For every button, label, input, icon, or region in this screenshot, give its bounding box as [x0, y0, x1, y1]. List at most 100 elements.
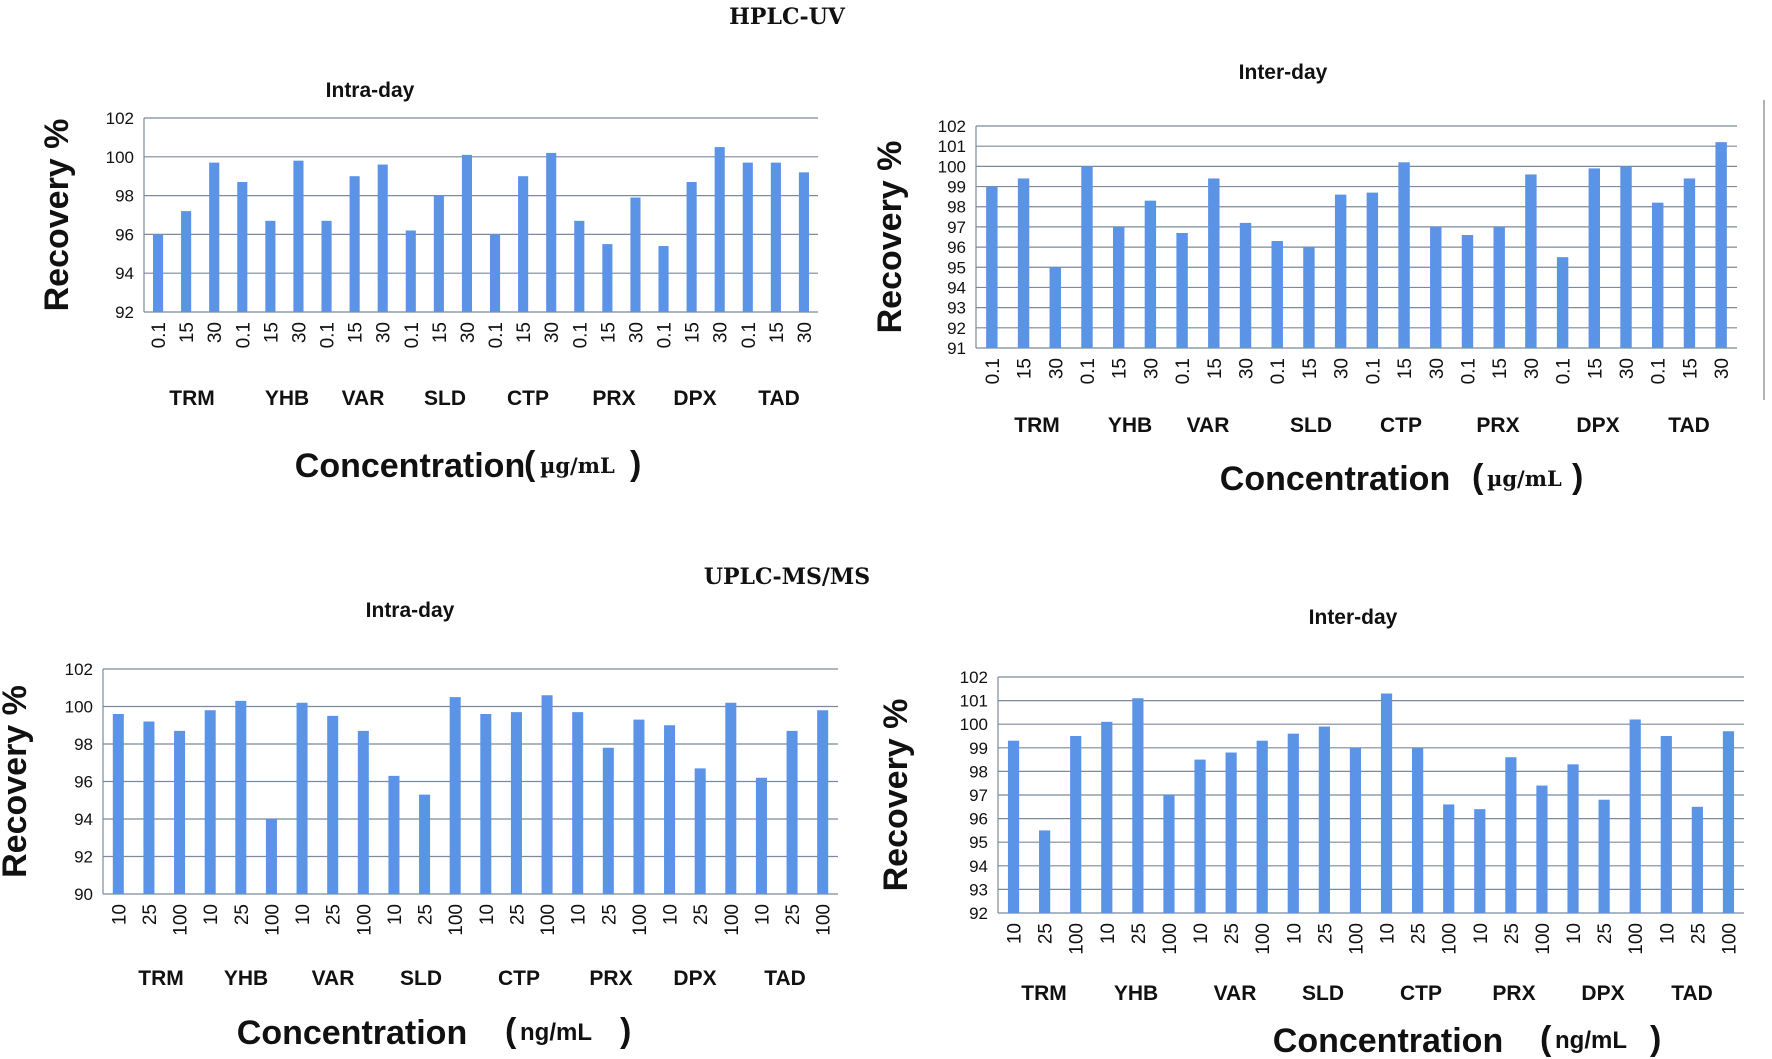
bar	[1163, 795, 1175, 913]
bar	[1722, 731, 1735, 913]
y-tick-label: 96	[74, 773, 93, 792]
x-tick-label: 100	[1346, 923, 1367, 955]
group-label: CTP	[507, 387, 549, 410]
group-label: TRM	[1014, 414, 1060, 437]
x-tick-label: 25	[691, 904, 712, 925]
chart-title: Intra-day	[366, 599, 455, 622]
bar	[489, 234, 501, 312]
x-tick-label: 15	[261, 322, 282, 343]
bar	[1620, 166, 1632, 348]
x-axis-unit-close-paren: )	[1572, 458, 1583, 496]
bar	[377, 164, 388, 312]
x-tick-label: 100	[1160, 923, 1181, 955]
x-tick-label: 100	[538, 904, 559, 936]
x-tick-label: 100	[1626, 923, 1647, 955]
x-tick-label: 10	[1005, 923, 1026, 944]
bar	[143, 721, 155, 894]
y-tick-label: 95	[969, 833, 988, 852]
bar	[265, 220, 276, 312]
bar	[265, 819, 277, 894]
bar	[817, 710, 829, 894]
bar	[1588, 168, 1601, 348]
y-tick-label: 91	[947, 339, 966, 358]
x-tick-label: 30	[1141, 358, 1162, 379]
bar	[1380, 693, 1393, 913]
group-label: PRX	[1492, 982, 1535, 1005]
y-tick-label: 95	[947, 258, 966, 277]
bar	[1070, 736, 1082, 913]
x-tick-label: 0.1	[1173, 358, 1194, 384]
x-tick-label: 0.1	[318, 322, 339, 348]
bar	[658, 246, 669, 312]
bar	[296, 702, 308, 894]
x-tick-label: 30	[1046, 358, 1067, 379]
x-tick-label: 10	[385, 904, 406, 925]
bar	[1239, 222, 1252, 348]
x-tick-label: 10	[1657, 923, 1678, 944]
x-tick-label: 15	[767, 322, 788, 343]
x-tick-label: 10	[1471, 923, 1492, 944]
bar	[112, 714, 124, 894]
bar	[1660, 736, 1672, 913]
bar	[770, 162, 781, 312]
y-tick-label: 97	[969, 786, 988, 805]
bar	[419, 794, 431, 894]
y-tick-label: 102	[938, 117, 966, 136]
y-tick-label: 92	[947, 319, 966, 338]
group-label: DPX	[673, 967, 716, 990]
section-title-hplc-uv: HPLC-UV	[729, 4, 846, 30]
x-tick-label: 30	[1237, 358, 1258, 379]
bar	[1334, 194, 1347, 348]
bar	[1349, 747, 1362, 913]
bar	[1505, 757, 1517, 913]
bar	[1691, 806, 1703, 913]
x-tick-label: 10	[1098, 923, 1119, 944]
y-tick-label: 94	[947, 278, 966, 297]
x-axis-unit-open-paren: (	[1472, 458, 1484, 496]
y-tick-label: 96	[115, 225, 134, 244]
group-label: TAD	[1671, 982, 1713, 1005]
bar	[1430, 226, 1442, 348]
bar	[1525, 174, 1537, 348]
x-tick-label: 10	[293, 904, 314, 925]
group-label: TAD	[1668, 414, 1710, 437]
x-tick-label: 100	[171, 904, 192, 936]
bar	[1017, 178, 1030, 348]
x-axis-unit-close-paren: )	[620, 1012, 631, 1050]
x-tick-label: 10	[752, 904, 773, 925]
x-tick-label: 15	[598, 322, 619, 343]
bar	[1652, 202, 1664, 348]
x-tick-label: 25	[324, 904, 345, 925]
bar	[1443, 804, 1455, 913]
x-tick-label: 25	[599, 904, 620, 925]
bar	[630, 197, 641, 312]
bar	[602, 747, 614, 894]
y-tick-label: 100	[106, 148, 134, 167]
x-tick-label: 0.1	[655, 322, 676, 348]
y-tick-label: 98	[115, 187, 134, 206]
charts-container: Intra-day 92 94 96 98 100 102 0.1 15 30 0.1 15 30 0.1…	[0, 61, 1744, 1059]
x-axis-unit: ng/mL	[520, 1019, 592, 1046]
y-tick-label: 101	[938, 137, 966, 156]
x-tick-label: 25	[1409, 923, 1430, 944]
bar	[357, 730, 369, 894]
bar	[480, 714, 492, 894]
x-tick-label: 15	[1300, 358, 1321, 379]
bar	[602, 244, 613, 312]
x-axis-unit: ng/mL	[1555, 1027, 1627, 1054]
bar	[1461, 234, 1474, 348]
group-label: CTP	[1400, 982, 1442, 1005]
chart-1: Intra-day 92 94 96 98 100 102 0.1 15 30 0.1 15 30 0.1…	[38, 79, 818, 485]
bar	[541, 695, 553, 894]
bar	[510, 712, 522, 894]
x-axis-unit: µg/mL	[540, 453, 615, 478]
x-axis-unit-close-paren: )	[1650, 1020, 1661, 1058]
group-label: VAR	[1187, 414, 1230, 437]
y-tick-label: 94	[115, 264, 134, 283]
x-tick-label: 15	[1015, 358, 1036, 379]
x-tick-label: 0.1	[739, 322, 760, 348]
x-tick-label: 100	[1253, 923, 1274, 955]
x-tick-label: 0.1	[1268, 358, 1289, 384]
bar	[986, 186, 998, 348]
bar	[1176, 232, 1188, 348]
